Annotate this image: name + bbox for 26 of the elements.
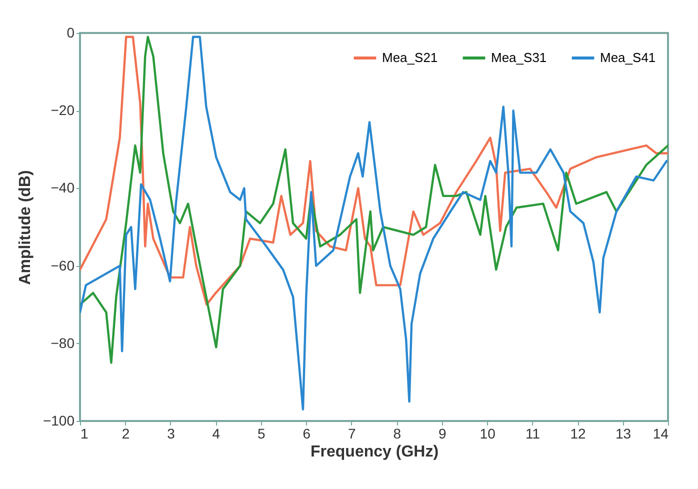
y-tick-label: 0 <box>66 24 75 40</box>
x-tick-label: 14 <box>652 426 669 442</box>
x-tick-label: 8 <box>393 426 402 442</box>
x-tick-label: 4 <box>212 426 220 442</box>
y-axis-title: Amplitude (dB) <box>16 170 34 285</box>
x-tick-label: 6 <box>302 426 311 442</box>
x-tick-label: 13 <box>615 426 632 442</box>
x-tick-label: 2 <box>122 426 130 442</box>
line-series <box>80 36 668 306</box>
y-tick-label: −60 <box>50 257 75 274</box>
x-tick-label: 1 <box>80 426 88 442</box>
x-tick-label: 9 <box>438 426 446 442</box>
y-tick-label: −80 <box>50 334 75 351</box>
x-tick-label: 11 <box>526 426 540 442</box>
legend-label: Mea_S21 <box>382 50 438 65</box>
legend-label: Mea_S41 <box>600 50 656 65</box>
x-tick-label: 5 <box>258 426 266 442</box>
x-tick-label: 12 <box>570 426 586 442</box>
y-tick-label: −20 <box>50 102 75 118</box>
x-tick-label: 10 <box>480 426 496 442</box>
legend-label: Mea_S31 <box>491 50 547 65</box>
y-tick-label: −100 <box>42 412 75 428</box>
x-tick-label: 7 <box>348 426 356 442</box>
y-tick-label: −40 <box>50 180 75 196</box>
x-axis-title: Frequency (GHz) <box>310 444 439 460</box>
x-tick-label: 3 <box>167 426 176 442</box>
